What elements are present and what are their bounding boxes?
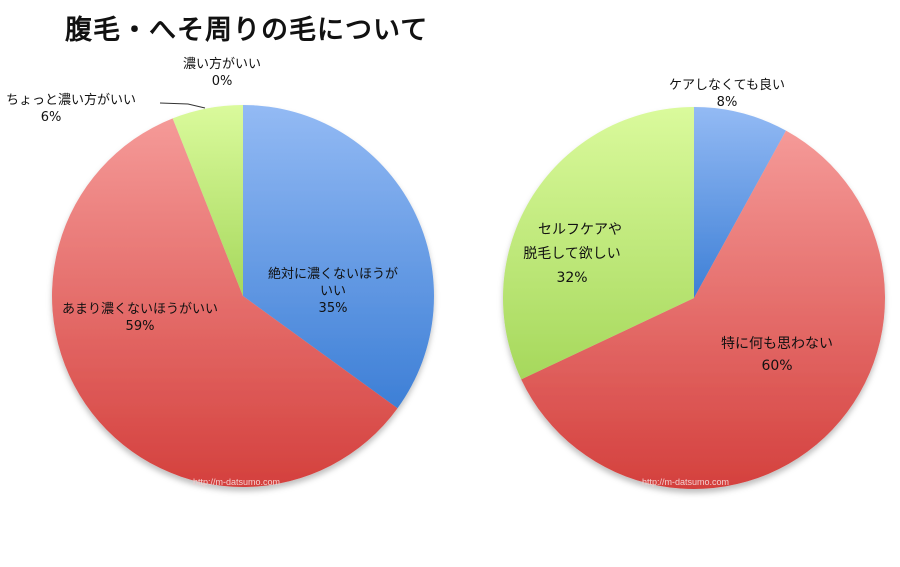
pie-chart-left	[52, 105, 435, 487]
label-right-slice0: ケアしなくても良い 8%	[669, 78, 785, 110]
chart-title: 腹毛・へそ周りの毛について	[65, 15, 429, 46]
pie-slice	[52, 118, 398, 487]
pie-chart-right	[503, 107, 886, 489]
watermark-right: http://m-datsumo.com	[642, 477, 730, 487]
pie-slice	[694, 107, 787, 298]
label-left-slice3: 濃い方がいい 0%	[183, 57, 262, 89]
label-left-slice0: 絶対に濃くないほうが いい 35%	[268, 267, 399, 316]
label-left-slice1: あまり濃くないほうがいい 59%	[62, 302, 219, 334]
leader-line	[159, 102, 206, 109]
label-right-slice2: セルフケアや 脱毛して欲しい 32%	[523, 222, 622, 286]
label-left-slice2: ちょっと濃い方がいい 6%	[6, 93, 137, 125]
watermark-left: http://m-datsumo.com	[193, 477, 281, 487]
pie-slice	[172, 105, 243, 296]
pie-slice	[243, 105, 435, 409]
label-right-slice1: 特に何も思わない 60%	[721, 336, 833, 374]
pie-slice	[503, 107, 694, 380]
pie-slice	[521, 130, 886, 489]
